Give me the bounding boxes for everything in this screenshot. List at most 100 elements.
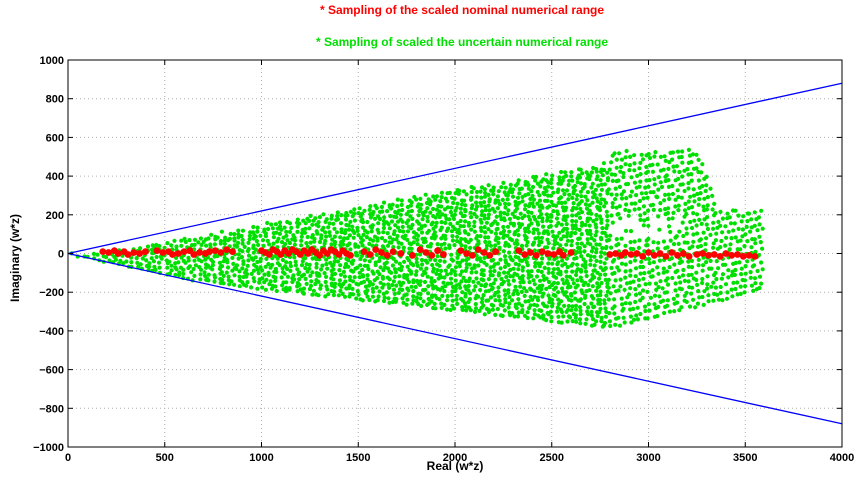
uncertain-point xyxy=(402,273,407,278)
uncertain-point xyxy=(606,237,612,242)
uncertain-point xyxy=(364,235,369,240)
uncertain-point xyxy=(562,303,567,308)
uncertain-point xyxy=(584,273,589,279)
uncertain-point xyxy=(136,264,141,269)
uncertain-point xyxy=(342,294,348,299)
uncertain-point xyxy=(391,287,397,292)
uncertain-point xyxy=(169,263,174,268)
uncertain-point xyxy=(625,181,631,187)
uncertain-point xyxy=(674,164,680,169)
uncertain-point xyxy=(695,231,700,236)
uncertain-point xyxy=(491,185,496,190)
uncertain-point xyxy=(596,183,601,188)
uncertain-point xyxy=(602,298,607,303)
uncertain-point xyxy=(739,219,744,224)
uncertain-point xyxy=(640,157,646,162)
uncertain-point xyxy=(733,208,738,213)
uncertain-point xyxy=(658,279,663,284)
uncertain-point xyxy=(583,259,588,264)
uncertain-point xyxy=(237,269,242,274)
uncertain-point xyxy=(234,244,240,249)
nominal-point xyxy=(560,252,567,259)
uncertain-point xyxy=(602,320,608,326)
uncertain-point xyxy=(355,265,360,270)
uncertain-point xyxy=(464,308,469,313)
uncertain-point xyxy=(623,155,628,160)
y-tick-label: 200 xyxy=(46,210,64,222)
uncertain-point xyxy=(396,245,401,250)
uncertain-point xyxy=(107,258,112,263)
uncertain-point xyxy=(246,253,252,258)
uncertain-point xyxy=(516,178,521,183)
uncertain-point xyxy=(452,243,457,248)
uncertain-point xyxy=(451,306,457,311)
uncertain-point xyxy=(559,222,564,227)
uncertain-point xyxy=(331,221,336,226)
uncertain-point xyxy=(156,260,162,265)
uncertain-point xyxy=(493,298,498,303)
uncertain-point xyxy=(375,269,380,274)
uncertain-point xyxy=(565,319,570,324)
uncertain-point xyxy=(266,226,271,232)
uncertain-point xyxy=(205,276,210,281)
uncertain-point xyxy=(589,309,594,315)
uncertain-point xyxy=(314,265,319,270)
uncertain-point xyxy=(690,244,695,249)
uncertain-point xyxy=(526,214,531,219)
uncertain-point xyxy=(478,217,483,222)
uncertain-point xyxy=(560,188,566,193)
uncertain-point xyxy=(414,256,419,261)
uncertain-point xyxy=(263,231,268,236)
uncertain-point xyxy=(578,297,584,302)
uncertain-point xyxy=(701,302,706,307)
uncertain-point xyxy=(680,220,685,225)
uncertain-point xyxy=(600,226,605,231)
uncertain-point xyxy=(574,206,579,211)
uncertain-point xyxy=(476,294,481,299)
uncertain-point xyxy=(392,229,397,234)
uncertain-point xyxy=(617,151,622,156)
uncertain-point xyxy=(586,282,591,288)
uncertain-point xyxy=(508,267,513,272)
uncertain-point xyxy=(749,283,755,288)
y-tick-label: 800 xyxy=(46,94,64,106)
uncertain-point xyxy=(230,255,235,260)
uncertain-point xyxy=(415,278,420,284)
uncertain-point xyxy=(746,211,752,216)
uncertain-point xyxy=(435,242,440,247)
uncertain-point xyxy=(531,240,537,245)
uncertain-point xyxy=(486,277,491,282)
uncertain-point xyxy=(578,275,583,280)
uncertain-point xyxy=(222,241,227,246)
uncertain-point xyxy=(375,227,380,232)
nominal-point xyxy=(265,251,273,258)
uncertain-point xyxy=(573,231,578,236)
uncertain-point xyxy=(391,237,396,242)
uncertain-point xyxy=(657,294,662,299)
uncertain-point xyxy=(597,214,603,219)
uncertain-point xyxy=(578,267,584,272)
uncertain-point xyxy=(573,303,579,308)
uncertain-point xyxy=(157,243,162,249)
uncertain-point xyxy=(314,261,319,267)
uncertain-point xyxy=(637,166,642,171)
uncertain-point xyxy=(677,308,682,313)
uncertain-point xyxy=(387,203,392,208)
nominal-point xyxy=(699,250,707,257)
uncertain-point xyxy=(389,270,394,275)
uncertain-point xyxy=(463,279,468,284)
uncertain-point xyxy=(709,266,714,271)
uncertain-point xyxy=(433,224,438,229)
uncertain-point xyxy=(510,194,516,199)
uncertain-point xyxy=(542,229,547,234)
uncertain-point xyxy=(749,217,754,222)
uncertain-point xyxy=(639,191,644,196)
uncertain-point xyxy=(616,315,621,320)
uncertain-point xyxy=(583,262,588,268)
uncertain-point xyxy=(673,197,678,202)
uncertain-point xyxy=(411,289,416,294)
uncertain-point xyxy=(437,214,442,220)
uncertain-point xyxy=(528,196,533,202)
uncertain-point xyxy=(567,192,572,197)
uncertain-point xyxy=(411,278,416,283)
